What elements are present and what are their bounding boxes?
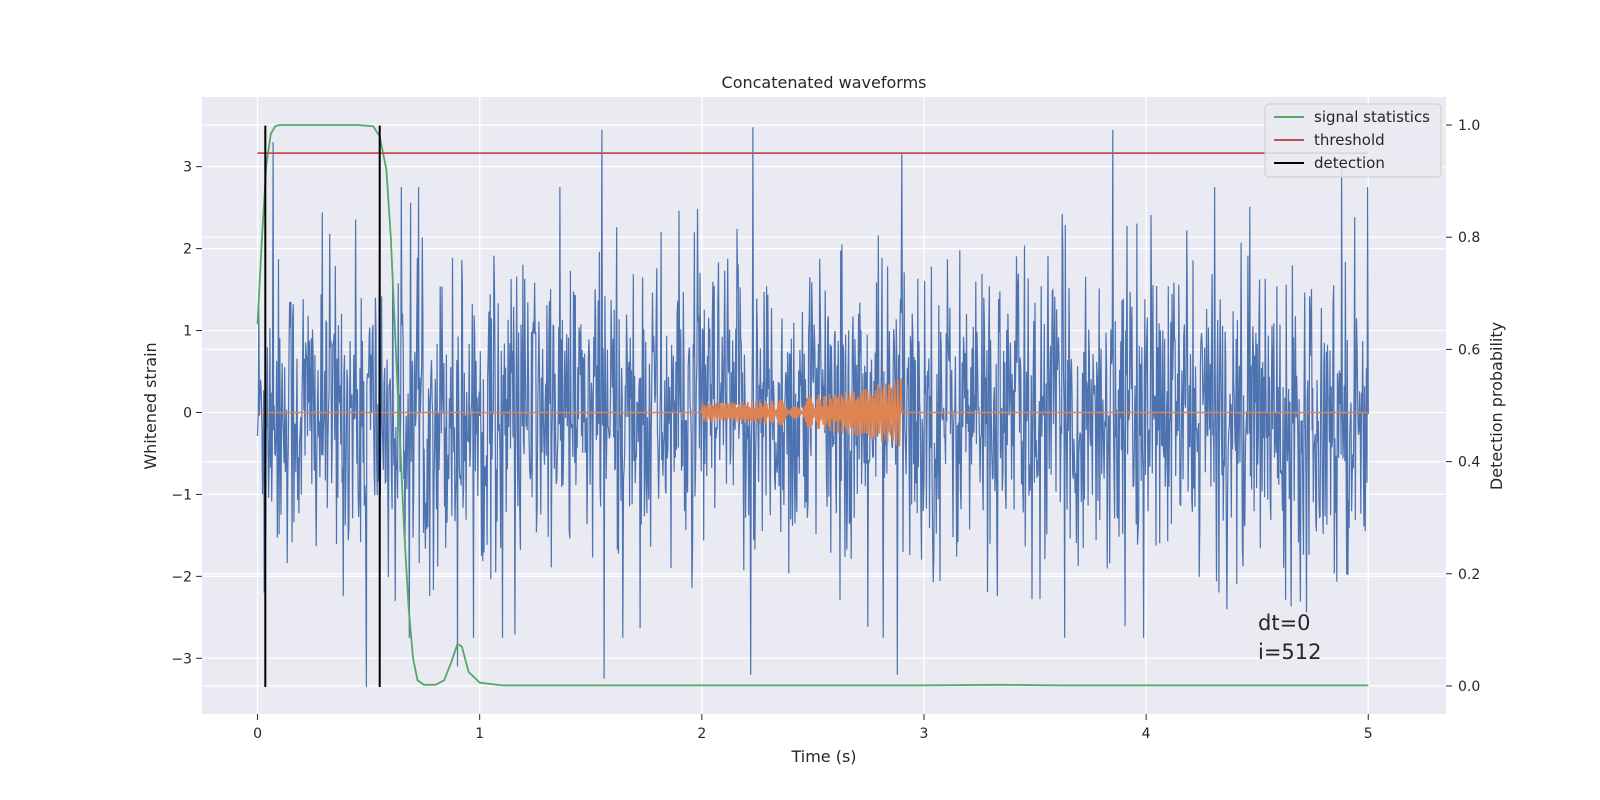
y-axis-title-left: Whitened strain xyxy=(141,342,160,469)
y-tick-label-left: −1 xyxy=(171,487,192,503)
y-tick-label-left: −3 xyxy=(171,651,192,667)
x-axis-title: Time (s) xyxy=(790,747,856,766)
chirp-template-line xyxy=(257,378,1369,447)
x-tick-label: 5 xyxy=(1364,726,1373,742)
legend-label-signal-statistics: signal statistics xyxy=(1314,108,1430,126)
y-tick-label-right: 0.8 xyxy=(1458,230,1480,246)
series-layer xyxy=(256,124,1369,688)
y-tick-label-right: 0.0 xyxy=(1458,679,1480,695)
y-tick-label-right: 0.2 xyxy=(1458,567,1480,583)
legend: signal statistics threshold detection xyxy=(1264,103,1442,178)
left-axis: −3 −2 −1 0 1 2 3 xyxy=(171,160,202,667)
y-tick-label-right: 1.0 xyxy=(1458,118,1480,134)
legend-label-threshold: threshold xyxy=(1314,131,1385,149)
annotation-dt: dt=0 xyxy=(1258,611,1311,635)
x-tick-label: 2 xyxy=(697,726,706,742)
strain-noise-line xyxy=(256,127,1369,688)
legend-label-detection: detection xyxy=(1314,154,1385,172)
y-tick-label-right: 0.6 xyxy=(1458,342,1480,358)
y-tick-label-left: 2 xyxy=(183,242,192,258)
x-tick-label: 3 xyxy=(920,726,929,742)
y-tick-label-left: 0 xyxy=(183,405,192,421)
y-axis-title-right: Detection probability xyxy=(1487,322,1506,490)
legend-box xyxy=(1264,103,1442,178)
y-tick-label-left: 1 xyxy=(183,324,192,340)
bottom-axis: 0 1 2 3 4 5 xyxy=(253,714,1373,742)
x-tick-label: 0 xyxy=(253,726,262,742)
y-tick-label-left: 3 xyxy=(183,160,192,176)
signal-statistics-line xyxy=(256,124,1369,687)
right-axis: 0.0 0.2 0.4 0.6 0.8 1.0 xyxy=(1446,118,1480,695)
y-tick-label-right: 0.4 xyxy=(1458,455,1480,471)
annotation-i: i=512 xyxy=(1258,640,1322,664)
x-tick-label: 4 xyxy=(1142,726,1151,742)
chart-title: Concatenated waveforms xyxy=(722,73,927,92)
y-tick-label-left: −2 xyxy=(171,569,192,585)
x-tick-label: 1 xyxy=(475,726,484,742)
